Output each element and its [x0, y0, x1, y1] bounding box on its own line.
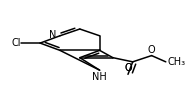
Text: O: O — [124, 63, 132, 73]
Text: N: N — [49, 30, 56, 40]
Text: O: O — [148, 45, 155, 55]
Text: Cl: Cl — [12, 38, 21, 48]
Text: O: O — [124, 63, 132, 73]
Text: NH: NH — [92, 72, 107, 82]
Text: CH₃: CH₃ — [168, 57, 186, 67]
